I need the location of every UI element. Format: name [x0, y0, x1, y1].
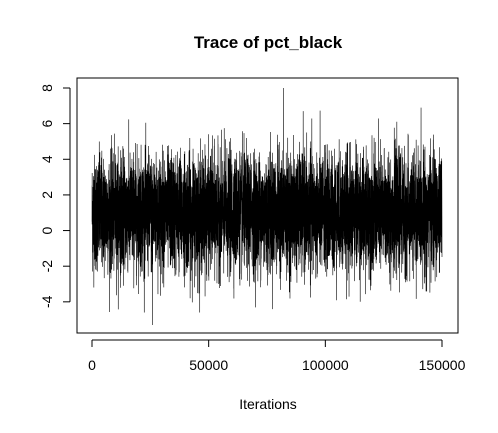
x-axis: 0 50000 100000 150000	[88, 339, 466, 373]
y-tick-label: 8	[39, 84, 55, 92]
plot-frame	[76, 77, 459, 334]
y-tick-label: 2	[39, 191, 55, 199]
y-tick-label: 4	[39, 155, 55, 163]
chart-title: Trace of pct_black	[194, 33, 343, 52]
y-tick-label: -2	[39, 260, 55, 273]
x-tick-label: 150000	[419, 357, 466, 373]
x-tick-label: 100000	[302, 357, 349, 373]
y-tick-label: -4	[39, 295, 55, 308]
x-tick-label: 0	[88, 357, 96, 373]
y-tick-label: 6	[39, 120, 55, 128]
y-tick-label: 0	[39, 226, 55, 234]
y-axis: -4 -2 0 2 4 6 8	[39, 84, 71, 308]
plot-area	[91, 87, 443, 326]
x-tick-label: 50000	[189, 357, 228, 373]
trace-line	[91, 87, 443, 326]
x-axis-label: Iterations	[239, 396, 297, 412]
